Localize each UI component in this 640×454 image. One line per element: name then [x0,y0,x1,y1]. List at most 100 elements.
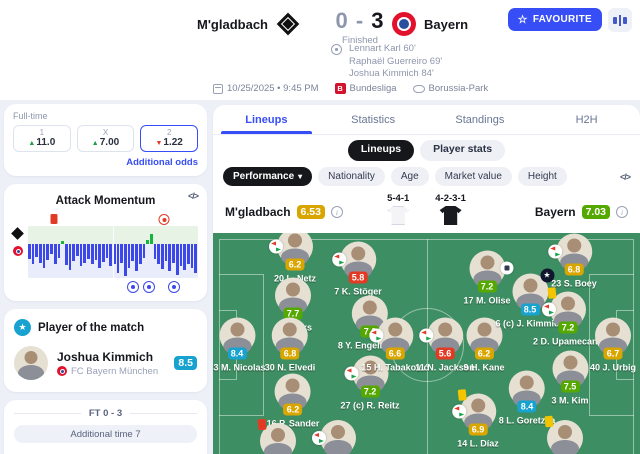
league-item[interactable]: B Bundesliga [334,83,397,94]
substitution-icon [418,328,433,343]
tab-h2h[interactable]: H2H [575,113,598,126]
player-chip[interactable]: 7.5 3 M. Kim [551,350,589,406]
tab-lineups[interactable]: Lineups [213,105,320,134]
yellow-card-icon [457,389,467,401]
momentum-bar [105,244,109,258]
player-rating-badge: 6.8 [280,347,300,360]
momentum-bar [175,244,179,275]
momentum-bar [35,244,39,258]
momentum-bar [190,244,194,268]
momentum-bar [149,234,153,245]
sub-in-arrow [549,310,554,315]
momentum-bar [53,244,57,264]
player-chip[interactable]: 6.9 14 L. Díaz [451,389,499,449]
filter-chip-market-value[interactable]: Market value [434,167,512,186]
player-chip[interactable]: 7.2 17 M. Olise [463,250,513,306]
player-chip[interactable] [544,415,583,454]
player-chip[interactable]: 6.7 40 J. Urbig [590,317,636,373]
player-chip[interactable]: 5.6 11 N. Jackson [415,317,475,373]
momentum-bar [164,244,168,262]
event-row[interactable]: 84'O. FrauloR. Reitz [14,447,197,454]
away-rating-group: Bayern 7.03 i [535,205,628,219]
odds-option-2[interactable]: 2 ▼1.22 [140,125,199,152]
odds-option-label: 1 [39,128,45,137]
player-chip[interactable]: 6.2 16 P. Sander [266,373,320,429]
compare-icon[interactable] [608,8,632,32]
player-chip[interactable]: ★ 8.5 6 (c) J. Kimmich [495,268,565,329]
home-formation: 5-4-1 [387,193,410,204]
player-rating-badge: 8.4 [227,347,247,360]
player-chip[interactable]: 6.2 9 H. Kane [463,317,505,373]
player-chip[interactable] [257,418,296,454]
momentum-bar [101,244,105,262]
player-avatar: ★ 8.5 [512,268,554,316]
stadium-icon [412,84,425,93]
potm-star-icon: ★ [14,319,31,336]
substitution-icon [548,244,562,259]
player-chip[interactable]: 5.8 7 K. Stöger [331,241,382,297]
embed-icon[interactable]: </> [187,191,199,201]
tab-standings[interactable]: Standings [455,113,505,126]
momentum-bar [83,244,87,263]
player-chip[interactable]: 8.4 33 M. Nicolas [213,317,266,373]
player-name-label: 14 L. Díaz [457,438,499,449]
home-team[interactable]: M'gladbach [0,12,300,36]
player-avatar: 8.4 [509,370,545,413]
filter-chip-height[interactable]: Height [517,167,567,186]
player-chip[interactable]: 6.6 15 H. Tabaković [361,317,429,373]
sub-out-arrow [544,304,549,309]
potm-player-row[interactable]: Joshua Kimmich FC Bayern München 8.5 [14,346,197,380]
toggle-lineups[interactable]: Lineups [347,140,415,161]
trend-up-icon: ▲ [91,140,99,147]
player-name-label: 16 P. Sander [266,418,320,429]
player-chip[interactable]: 6.220 L. Netz [268,233,316,284]
filter-chip-age[interactable]: Age [390,167,429,186]
filter-chip-performance[interactable]: Performance ▾ [223,167,313,186]
league-name: Bundesliga [349,83,397,94]
away-formation: 4-2-3-1 [435,193,466,204]
events-list: 84'O. FrauloR. Reitz84'G. ReynaK. Stöger [14,447,197,454]
player-rating-badge: 6.9 [468,423,488,436]
filter-chip-nationality[interactable]: Nationality [318,167,385,186]
odds-option-1[interactable]: 1 ▲11.0 [13,125,71,152]
momentum-bar [113,244,116,264]
player-chip[interactable]: 6.8 30 N. Elvedi [265,317,315,373]
player-avatar: 6.9 [451,389,496,436]
player-chip[interactable]: 7.2 27 (c) R. Reitz [340,355,400,411]
player-of-match-panel: ★ Player of the match Joshua Kimmich FC … [4,309,207,392]
player-chip[interactable]: 8.4 8 L. Goretzka [498,370,556,426]
favourite-button[interactable]: ☆ FAVOURITE [507,8,602,31]
player-rating-badge: 6.2 [283,403,303,416]
away-jersey-icon [439,206,462,225]
away-team[interactable]: Bayern [392,12,468,36]
player-chip[interactable] [312,420,356,454]
tab-statistics[interactable]: Statistics [351,113,396,126]
player-avatar: 7.5 [551,350,588,393]
player-avatar: 6.2 [465,317,502,360]
goal-icon [142,281,155,293]
additional-odds-link[interactable]: Additional odds [126,157,198,168]
player-rating-badge: 7.7 [283,307,303,320]
momentum-bar [57,244,61,259]
player-name-label: 15 H. Tabaković [361,362,429,373]
info-icon[interactable]: i [330,206,343,218]
info-icon[interactable]: i [616,206,628,218]
player-chip[interactable]: 6.8 23 S. Boey [548,233,597,289]
red-card-icon [50,214,57,224]
home-rating-group: M'gladbach 6.53 i [225,205,343,219]
player-name-label: 8 L. Goretzka [498,415,556,426]
odds-label: Full-time [13,111,48,121]
football-icon [331,44,342,55]
toggle-player-stats[interactable]: Player stats [420,140,506,161]
goal-scorer-line: Raphaël Guerreiro 69' [349,55,443,67]
momentum-bar [116,244,120,273]
momentum-chart[interactable] [28,226,198,278]
embed-icon[interactable]: </> [619,171,631,182]
odds-option-X[interactable]: X ▲7.00 [76,125,135,152]
goal-marker-strip [28,280,198,295]
player-avatar: 6.2 [268,233,313,271]
momentum-bar [42,244,46,268]
favourite-label: FAVOURITE [532,14,592,25]
player-chip[interactable]: 7.2 2 D. Upamecano [533,287,603,347]
player-rating-badge: 6.7 [603,347,623,360]
